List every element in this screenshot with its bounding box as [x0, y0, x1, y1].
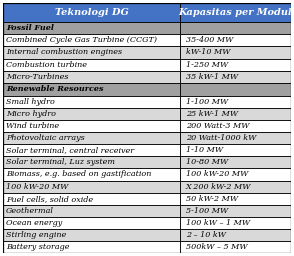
Bar [3, 217, 180, 229]
Text: Kapasitas per Modul: Kapasitas per Modul [179, 8, 293, 17]
Text: Combined Cycle Gas Turbine (CCGT): Combined Cycle Gas Turbine (CCGT) [6, 36, 157, 44]
Text: 50 kW-2 MW: 50 kW-2 MW [186, 195, 238, 203]
Text: Small hydro: Small hydro [6, 98, 55, 105]
Bar [180, 3, 291, 22]
Bar [180, 144, 291, 156]
Text: 25 kW-1 MW: 25 kW-1 MW [186, 110, 238, 118]
Text: 100 kW-20 MW: 100 kW-20 MW [6, 183, 68, 191]
Bar [180, 168, 291, 180]
Bar [3, 34, 180, 46]
Text: 2 – 10 kW: 2 – 10 kW [186, 231, 226, 239]
Text: 5-100 MW: 5-100 MW [186, 207, 228, 215]
Text: 10-80 MW: 10-80 MW [186, 158, 228, 166]
Bar [180, 180, 291, 193]
Text: kW-10 MW: kW-10 MW [186, 48, 230, 57]
Bar [180, 241, 291, 253]
Bar [3, 108, 180, 120]
Text: Photovoltaic arrays: Photovoltaic arrays [6, 134, 85, 142]
Bar [3, 83, 180, 95]
Text: Combustion turbine: Combustion turbine [6, 61, 87, 69]
Bar [180, 59, 291, 71]
Text: Wind turbine: Wind turbine [6, 122, 59, 130]
Bar [3, 205, 180, 217]
Text: Biomass, e.g. based on gastification: Biomass, e.g. based on gastification [6, 170, 151, 178]
Bar [180, 34, 291, 46]
Text: Teknologi DG: Teknologi DG [55, 8, 128, 17]
Text: Battery storage: Battery storage [6, 243, 69, 251]
Bar [180, 95, 291, 108]
Text: 20 Watt-1000 kW: 20 Watt-1000 kW [186, 134, 256, 142]
Text: Geothermal: Geothermal [6, 207, 54, 215]
Bar [3, 180, 180, 193]
Text: 35-400 MW: 35-400 MW [186, 36, 233, 44]
Bar [3, 46, 180, 59]
Text: X 200 kW-2 MW: X 200 kW-2 MW [186, 183, 251, 191]
Bar [180, 108, 291, 120]
Bar [180, 229, 291, 241]
Text: 500kW – 5 MW: 500kW – 5 MW [186, 243, 248, 251]
Text: Solar terminal, Luz system: Solar terminal, Luz system [6, 158, 115, 166]
Bar [3, 120, 180, 132]
Text: Micro hydro: Micro hydro [6, 110, 56, 118]
Bar [180, 132, 291, 144]
Text: Renewable Resources: Renewable Resources [6, 85, 103, 93]
Text: 1-250 MW: 1-250 MW [186, 61, 228, 69]
Bar [3, 3, 180, 22]
Bar [180, 83, 291, 95]
Text: Micro-Turbines: Micro-Turbines [6, 73, 68, 81]
Text: 1-100 MW: 1-100 MW [186, 98, 228, 105]
Text: Fossil Fuel: Fossil Fuel [6, 24, 54, 32]
Bar [3, 22, 180, 34]
Bar [3, 144, 180, 156]
Bar [180, 217, 291, 229]
Bar [3, 59, 180, 71]
Bar [180, 71, 291, 83]
Bar [3, 229, 180, 241]
Bar [180, 156, 291, 168]
Bar [180, 46, 291, 59]
Bar [180, 22, 291, 34]
Bar [180, 120, 291, 132]
Bar [3, 168, 180, 180]
Text: 100 kW – 1 MW: 100 kW – 1 MW [186, 219, 250, 227]
Text: Ocean energy: Ocean energy [6, 219, 62, 227]
Bar [3, 95, 180, 108]
Text: Stirling engine: Stirling engine [6, 231, 66, 239]
Bar [3, 132, 180, 144]
Bar [3, 241, 180, 253]
Text: 1-10 MW: 1-10 MW [186, 146, 223, 154]
Text: Solar terminal, central receiver: Solar terminal, central receiver [6, 146, 134, 154]
Bar [3, 193, 180, 205]
Text: 35 kW-1 MW: 35 kW-1 MW [186, 73, 238, 81]
Bar [3, 156, 180, 168]
Text: Internal combustion engines: Internal combustion engines [6, 48, 122, 57]
Bar [3, 71, 180, 83]
Bar [180, 193, 291, 205]
Text: 100 kW-20 MW: 100 kW-20 MW [186, 170, 248, 178]
Bar [180, 205, 291, 217]
Text: 200 Watt-3 MW: 200 Watt-3 MW [186, 122, 249, 130]
Text: Fuel cells, solid oxide: Fuel cells, solid oxide [6, 195, 93, 203]
